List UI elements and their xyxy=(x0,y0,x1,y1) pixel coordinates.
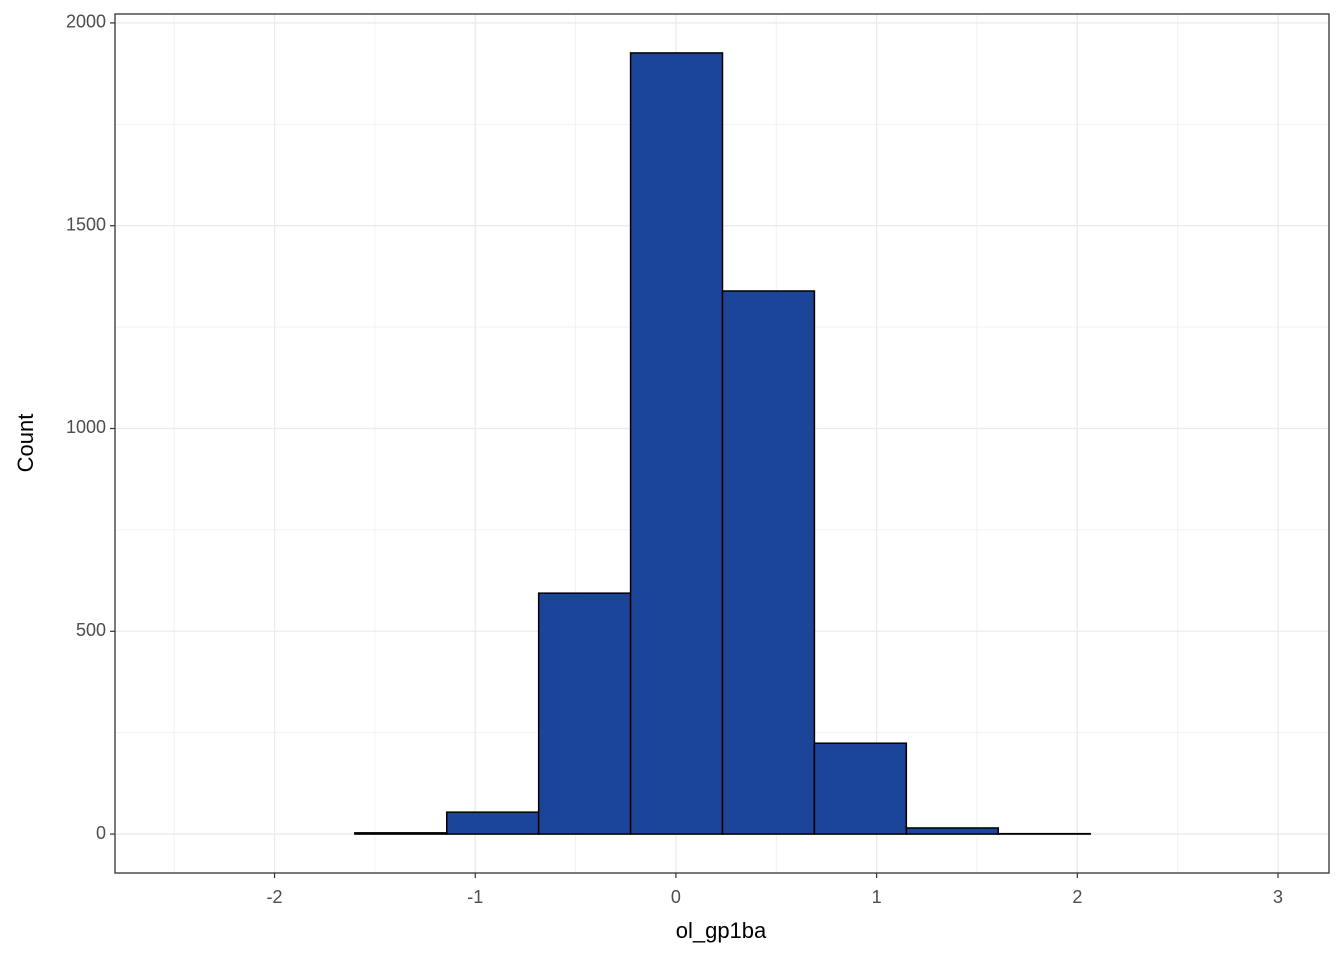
bar xyxy=(905,827,1000,835)
y-axis-title: Count xyxy=(13,414,38,473)
plot-border xyxy=(114,13,1330,874)
bar xyxy=(445,811,540,835)
bar xyxy=(537,592,632,835)
x-tick-label: -1 xyxy=(467,887,483,907)
y-tick-label: 500 xyxy=(76,620,106,640)
x-tick-label: 0 xyxy=(671,887,681,907)
y-tick-label: 2000 xyxy=(66,12,106,32)
y-tick-label: 0 xyxy=(96,823,106,843)
bar xyxy=(354,832,448,835)
y-tick-label: 1500 xyxy=(66,214,106,234)
x-tick-label: 3 xyxy=(1273,887,1283,907)
y-tick-label: 1000 xyxy=(66,417,106,437)
x-tick-label: 1 xyxy=(872,887,882,907)
bar xyxy=(629,52,724,835)
x-axis-title: ol_gp1ba xyxy=(676,918,767,943)
bar xyxy=(813,742,908,835)
bar xyxy=(721,290,816,835)
x-tick-label: -2 xyxy=(267,887,283,907)
x-tick-label: 2 xyxy=(1072,887,1082,907)
